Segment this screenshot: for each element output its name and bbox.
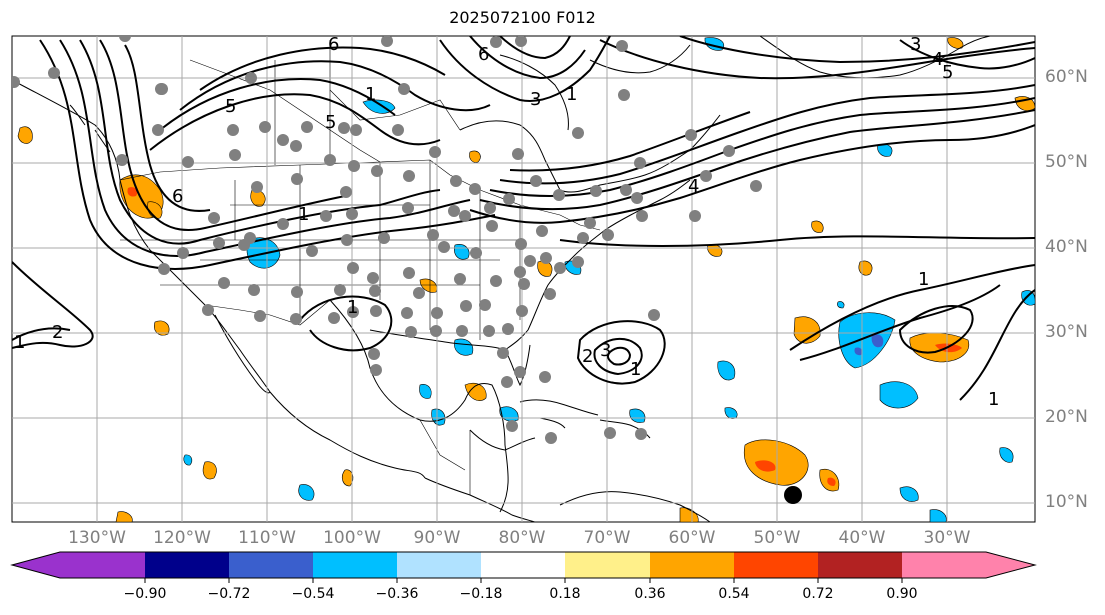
contour-label: 1 <box>918 269 929 290</box>
latitude-label: 10°N <box>1045 492 1088 512</box>
contour-label: 1 <box>566 84 577 105</box>
contour-label: 3 <box>530 89 541 110</box>
contour-label: 3 <box>600 340 611 361</box>
contour-label: 6 <box>478 44 489 65</box>
contour-label: 6 <box>328 34 339 55</box>
contour-label: 1 <box>988 389 999 410</box>
contour-label: 1 <box>298 204 309 225</box>
contour-label: 1 <box>630 359 641 380</box>
longitude-label: 80°W <box>498 528 546 548</box>
contour-label: 6 <box>172 186 183 207</box>
longitude-label: 110°W <box>238 528 296 548</box>
colorbar-tick-label: −0.90 <box>123 586 167 602</box>
latitude-label: 40°N <box>1045 237 1088 257</box>
map-title: 2025072100 F012 <box>449 8 596 27</box>
colorbar-tick-label: 0.54 <box>718 586 750 602</box>
contour-label: 4 <box>932 49 943 70</box>
political-borders <box>119 40 601 495</box>
colorbar-tick-label: 0.90 <box>886 586 918 602</box>
highlight-marker <box>784 486 802 504</box>
longitude-label: 120°W <box>153 528 211 548</box>
longitude-label: 130°W <box>68 528 126 548</box>
longitude-label: 40°W <box>838 528 886 548</box>
contour-label: 1 <box>365 84 376 105</box>
colorbar-tick-label: 0.18 <box>549 586 581 602</box>
contour-label: 5 <box>325 112 336 133</box>
contour-lines <box>12 36 1035 401</box>
contour-label: 3 <box>910 34 921 55</box>
latitude-label: 20°N <box>1045 407 1088 427</box>
contour-label: 4 <box>688 176 699 197</box>
colorbar-tick-label: 0.36 <box>634 586 666 602</box>
colorbar-tick-label: 0.72 <box>802 586 834 602</box>
longitude-label: 30°W <box>923 528 971 548</box>
negative-anomaly-areas <box>183 37 1035 522</box>
colorbar-tick-label: −0.18 <box>459 586 503 602</box>
strong-negative-anomaly-areas <box>854 334 884 356</box>
longitude-label: 90°W <box>413 528 461 548</box>
colorbar-tick-label: −0.54 <box>291 586 335 602</box>
latitude-label: 60°N <box>1045 67 1088 87</box>
contour-label: 1 <box>14 332 25 353</box>
station-markers <box>12 36 762 444</box>
contour-label-group: 1 1 1 1 1 1 1 1 2 2 3 3 3 4 4 5 5 5 6 6 … <box>14 34 999 410</box>
contour-label: 2 <box>52 322 63 343</box>
latitude-label: 50°N <box>1045 152 1088 172</box>
contour-label: 5 <box>942 62 953 83</box>
colorbar-tick-label: −0.36 <box>375 586 419 602</box>
colorbar-tick-label: −0.72 <box>207 586 251 602</box>
longitude-label: 100°W <box>323 528 381 548</box>
contour-label: 5 <box>225 96 236 117</box>
contour-label: 2 <box>582 346 593 367</box>
latitude-label: 30°N <box>1045 322 1088 342</box>
longitude-label: 50°W <box>753 528 801 548</box>
contour-label: 1 <box>347 297 358 318</box>
longitude-label: 70°W <box>583 528 631 548</box>
longitude-label: 60°W <box>668 528 716 548</box>
